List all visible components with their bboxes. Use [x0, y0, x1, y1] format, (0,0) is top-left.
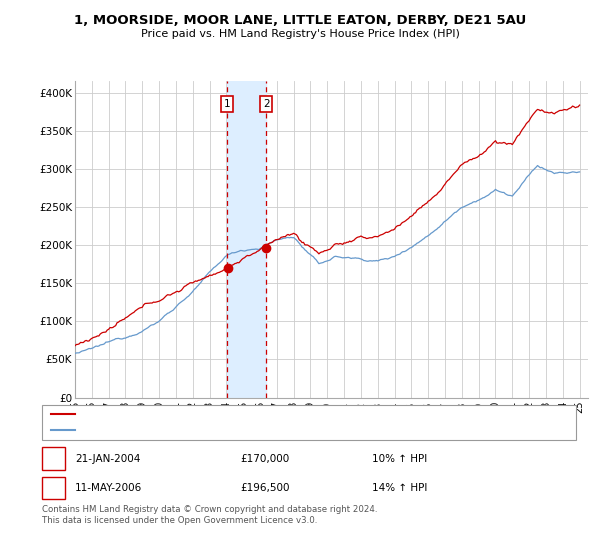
- Text: 2: 2: [50, 483, 57, 493]
- Text: 21-JAN-2004: 21-JAN-2004: [75, 454, 140, 464]
- Text: HPI: Average price, detached house, Erewash: HPI: Average price, detached house, Erew…: [79, 425, 301, 435]
- Text: 1, MOORSIDE, MOOR LANE, LITTLE EATON, DERBY, DE21 5AU: 1, MOORSIDE, MOOR LANE, LITTLE EATON, DE…: [74, 14, 526, 27]
- Bar: [227, 81, 266, 398]
- Text: £170,000: £170,000: [240, 454, 289, 464]
- Text: 14% ↑ HPI: 14% ↑ HPI: [372, 483, 427, 493]
- Text: 1: 1: [50, 454, 57, 464]
- Text: 1: 1: [224, 99, 230, 109]
- Text: 10% ↑ HPI: 10% ↑ HPI: [372, 454, 427, 464]
- Text: £196,500: £196,500: [240, 483, 290, 493]
- Text: Price paid vs. HM Land Registry's House Price Index (HPI): Price paid vs. HM Land Registry's House …: [140, 29, 460, 39]
- Text: Contains HM Land Registry data © Crown copyright and database right 2024.
This d: Contains HM Land Registry data © Crown c…: [42, 505, 377, 525]
- Text: 1, MOORSIDE, MOOR LANE, LITTLE EATON, DERBY, DE21 5AU (detached house): 1, MOORSIDE, MOOR LANE, LITTLE EATON, DE…: [79, 409, 469, 419]
- Text: 11-MAY-2006: 11-MAY-2006: [75, 483, 142, 493]
- Text: 2: 2: [263, 99, 269, 109]
